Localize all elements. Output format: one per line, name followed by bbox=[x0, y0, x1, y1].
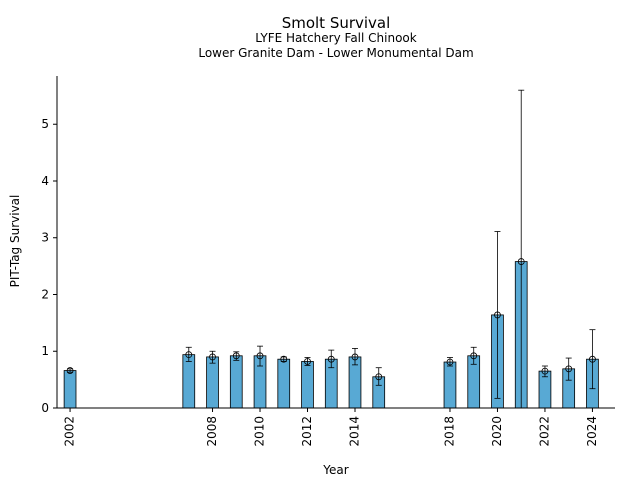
bar-2018 bbox=[443, 361, 457, 409]
chart-subtitle-route: Lower Granite Dam - Lower Monumental Dam bbox=[198, 46, 473, 60]
y-tick-label-2: 2 bbox=[41, 287, 49, 301]
point-2021 bbox=[517, 258, 525, 265]
y-tick-label-4: 4 bbox=[41, 174, 49, 188]
bar-2002 bbox=[63, 370, 77, 409]
point-2011 bbox=[280, 355, 288, 363]
x-tick-label-2018: 2018 bbox=[442, 416, 456, 447]
x-tick-label-2010: 2010 bbox=[253, 416, 267, 447]
chart-title: Smolt Survival bbox=[282, 14, 391, 32]
y-tick-label-0: 0 bbox=[41, 401, 49, 415]
chart-subtitle: LYFE Hatchery Fall Chinook bbox=[255, 31, 416, 45]
bar-2007 bbox=[182, 354, 196, 409]
x-tick-label-2020: 2020 bbox=[490, 416, 504, 447]
point-2022 bbox=[541, 367, 549, 375]
point-2007 bbox=[185, 351, 193, 359]
point-2018 bbox=[446, 358, 454, 366]
y-tick-label-1: 1 bbox=[41, 344, 49, 358]
x-tick-label-2002: 2002 bbox=[63, 416, 77, 447]
point-2020 bbox=[494, 311, 501, 319]
plot-area: 0 1 2 3 4 5 2002 2008 2010 2012 2014 2018 2020 2022 20… bbox=[41, 76, 615, 447]
y-tick-label-3: 3 bbox=[41, 231, 49, 245]
x-tick-label-2012: 2012 bbox=[300, 416, 314, 447]
point-2014 bbox=[351, 353, 359, 361]
x-axis-label: Year bbox=[322, 463, 348, 477]
point-2009 bbox=[232, 352, 240, 360]
y-axis-label: PIT-Tag Survival bbox=[8, 195, 22, 288]
point-2024 bbox=[589, 355, 596, 363]
bar-2011 bbox=[277, 358, 291, 409]
point-2023 bbox=[565, 365, 573, 373]
x-tick-label-2022: 2022 bbox=[537, 416, 551, 447]
point-2015 bbox=[375, 373, 383, 381]
bar-2009 bbox=[229, 355, 243, 409]
point-2008 bbox=[209, 353, 216, 361]
x-tick-label-2008: 2008 bbox=[205, 416, 219, 447]
bar-2008 bbox=[206, 356, 219, 409]
point-2010 bbox=[256, 352, 264, 360]
point-2002 bbox=[66, 367, 74, 374]
x-tick-label-2024: 2024 bbox=[585, 416, 599, 447]
y-tick-label-5: 5 bbox=[41, 117, 49, 131]
point-2013 bbox=[327, 355, 335, 363]
point-2019 bbox=[470, 352, 478, 360]
bar-2012 bbox=[301, 361, 314, 409]
x-tick-label-2014: 2014 bbox=[347, 416, 361, 447]
point-2012 bbox=[304, 358, 311, 365]
